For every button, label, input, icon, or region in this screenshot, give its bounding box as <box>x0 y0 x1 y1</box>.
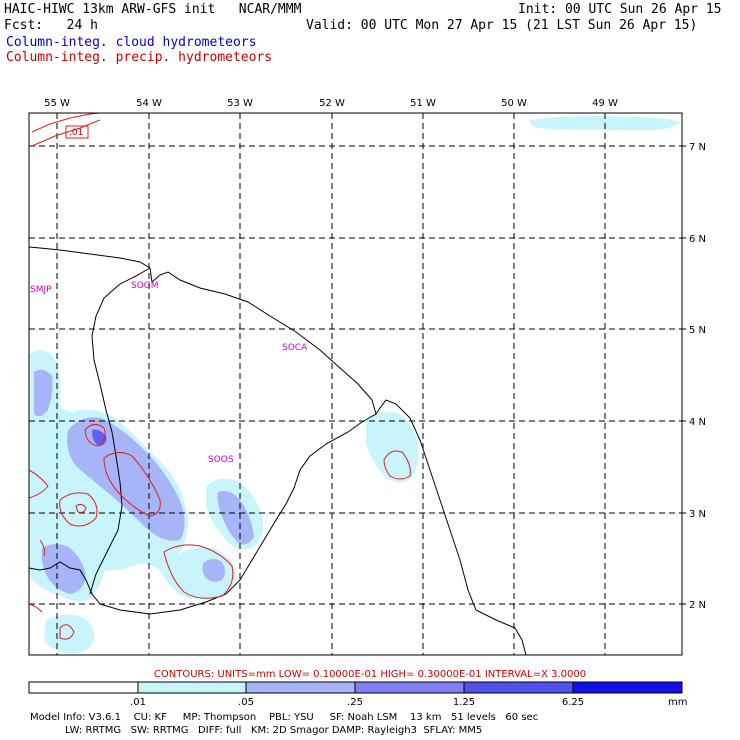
colorbar <box>28 681 683 694</box>
model-info-line2: LW: RRTMG SW: RRTMG DIFF: full KM: 2D Sm… <box>30 725 483 736</box>
lon-label-52w: 52 W <box>319 98 345 109</box>
graticule <box>29 113 682 655</box>
right-ticks <box>682 145 686 605</box>
contour-label: .01 <box>69 128 83 138</box>
lon-label-51w: 51 W <box>410 98 436 109</box>
lat-label-3n: 3 N <box>689 509 706 520</box>
station-soos: SOOS <box>208 455 234 465</box>
map-frame <box>28 112 683 656</box>
station-smjp: SMJP <box>30 285 52 295</box>
colorbar-tick-2: .25 <box>347 697 363 708</box>
lat-label-7n: 7 N <box>689 142 706 153</box>
lon-label-50w: 50 W <box>501 98 527 109</box>
legend-precip: Column-integ. precip. hydrometeors <box>6 50 273 65</box>
init-time: Init: 00 UTC Sun 26 Apr 15 <box>518 2 722 17</box>
valid-time: Valid: 00 UTC Mon 27 Apr 15 (21 LST Sun … <box>306 18 698 33</box>
lat-label-2n: 2 N <box>689 600 706 611</box>
contours-info: CONTOURS: UNITS=mm LOW= 0.10000E-01 HIGH… <box>154 669 586 680</box>
plot-title: HAIC-HIWC 13km ARW-GFS init NCAR/MMM <box>4 2 302 17</box>
colorbar-tick-0: .01 <box>130 697 146 708</box>
model-info-line1: Model Info: V3.6.1 CU: KF MP: Thompson P… <box>30 712 539 723</box>
colorbar-tick-1: .05 <box>238 697 254 708</box>
lat-label-5n: 5 N <box>689 325 706 336</box>
lon-label-49w: 49 W <box>592 98 618 109</box>
legend-cloud: Column-integ. cloud hydrometeors <box>6 35 257 50</box>
lon-label-53w: 53 W <box>227 98 253 109</box>
colorbar-unit: mm <box>668 697 687 708</box>
lon-label-54w: 54 W <box>136 98 162 109</box>
lat-label-6n: 6 N <box>689 234 706 245</box>
hydrometeor-fill <box>29 116 680 654</box>
forecast-hour: Fcst: 24 h <box>4 18 98 33</box>
colorbar-tick-4: 6.25 <box>562 697 584 708</box>
coastline <box>29 246 527 655</box>
lat-label-4n: 4 N <box>689 417 706 428</box>
station-sogm: SOGM <box>131 281 159 291</box>
colorbar-tick-3: 1.25 <box>453 697 475 708</box>
lon-label-55w: 55 W <box>44 98 70 109</box>
station-soca: SOCA <box>282 343 308 353</box>
